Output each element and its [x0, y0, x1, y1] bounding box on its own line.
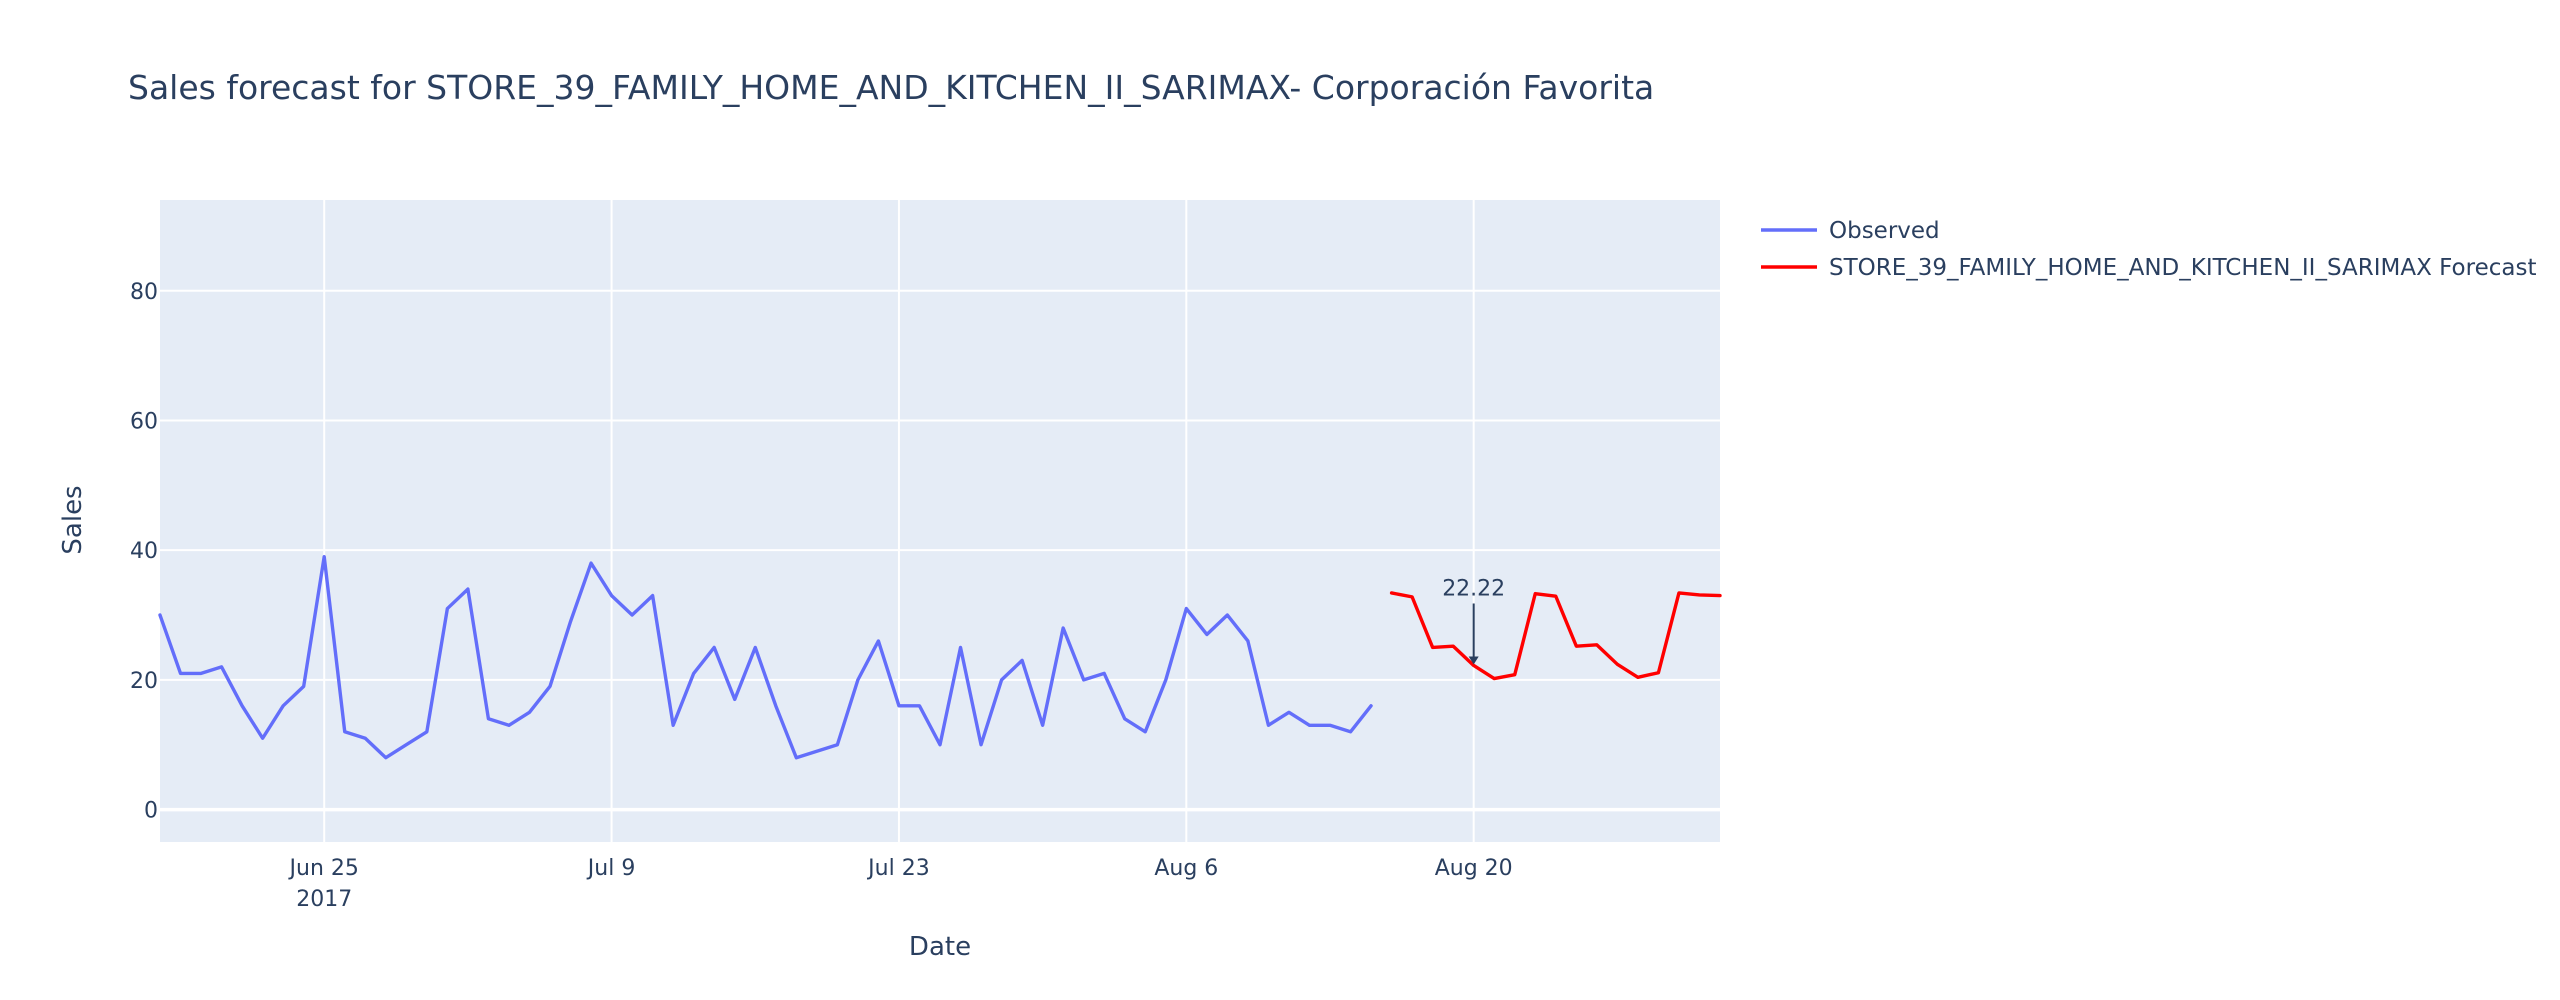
x-axis-ticks: Jun 25 2017 Jul 9 Jul 23 Aug 6 Aug 20 [288, 856, 1513, 912]
x-tick-label: Jul 9 [586, 856, 636, 881]
x-tick-label: Aug 6 [1154, 856, 1218, 881]
annotation-label: 22.22 [1442, 576, 1505, 601]
legend[interactable]: Observed STORE_39_FAMILY_HOME_AND_KITCHEN… [1761, 218, 2536, 281]
observed-series-line [158, 554, 1373, 760]
series-lines [158, 554, 1722, 760]
y-tick-label: 40 [130, 539, 158, 564]
grid-lines [160, 200, 1720, 842]
annotations: 22.22 [1442, 576, 1505, 665]
annotation-arrowhead [1468, 656, 1479, 665]
y-tick-label: 0 [144, 799, 158, 824]
x-tick-sublabel: 2017 [296, 887, 352, 912]
y-axis-title: Sales [58, 485, 88, 554]
legend-item-observed[interactable]: Observed [1761, 218, 1940, 244]
legend-label: STORE_39_FAMILY_HOME_AND_KITCHEN_II_SARI… [1829, 255, 2536, 281]
y-tick-label: 80 [130, 280, 158, 305]
legend-item-forecast[interactable]: STORE_39_FAMILY_HOME_AND_KITCHEN_II_SARI… [1761, 255, 2536, 281]
x-axis-title: Date [909, 932, 971, 962]
chart-title: Sales forecast for STORE_39_FAMILY_HOME_… [128, 68, 1654, 107]
forecast-series-line [1389, 591, 1722, 681]
legend-label: Observed [1829, 218, 1940, 244]
x-tick-label: Jul 23 [866, 856, 930, 881]
y-tick-label: 20 [130, 669, 158, 694]
x-tick-label: Jun 25 [288, 856, 359, 881]
x-tick-label: Aug 20 [1435, 856, 1513, 881]
y-axis-ticks: 0 20 40 60 80 [130, 280, 158, 824]
y-tick-label: 60 [130, 409, 158, 434]
